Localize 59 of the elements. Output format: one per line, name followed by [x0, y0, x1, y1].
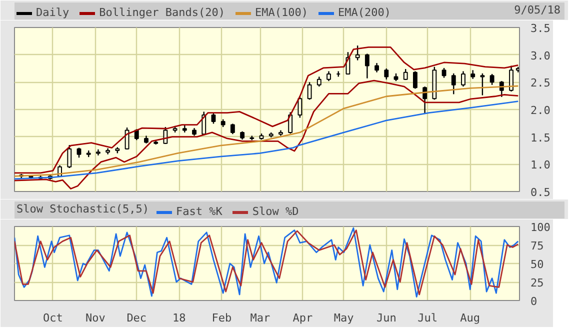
candlestick — [307, 82, 312, 100]
candlestick — [384, 68, 389, 80]
chart-title: Slow Stochastic(5,5) — [16, 202, 149, 216]
y-tick-label: 100 — [530, 221, 550, 234]
candlestick — [509, 65, 514, 92]
y-tick-label: 2.0 — [530, 104, 550, 117]
candlestick — [355, 44, 360, 61]
x-tick-label: Oct — [42, 312, 63, 324]
y-tick-label: 1.5 — [530, 131, 550, 144]
legend-label: Fast %K — [176, 205, 222, 218]
candlestick — [480, 72, 485, 96]
x-tick-label: Apr — [292, 312, 313, 324]
candlestick — [451, 72, 456, 95]
legend-label: Bollinger Bands(20) — [99, 6, 225, 19]
y-tick-label: 2.5 — [530, 76, 550, 90]
candlestick — [374, 62, 379, 73]
line-series — [14, 100, 519, 180]
candlestick — [461, 70, 466, 88]
x-tick-label: Jun — [376, 312, 396, 324]
candlestick — [326, 70, 331, 82]
line-series — [14, 46, 519, 174]
candlestick — [316, 76, 322, 88]
y-tick-label: 0.5 — [530, 186, 550, 199]
y-tick-label: 1.0 — [530, 158, 550, 172]
candlestick — [422, 86, 428, 114]
line-series — [14, 85, 519, 177]
candlestick — [134, 128, 139, 141]
y-tick-label: 3.5 — [530, 22, 550, 35]
candlestick — [288, 112, 293, 134]
x-tick-label: Aug — [460, 312, 480, 324]
candlestick — [412, 70, 418, 90]
x-tick-label: Dec — [126, 312, 147, 324]
candlestick — [67, 144, 72, 169]
x-tick-label: 18 — [172, 312, 186, 324]
candlestick — [364, 53, 370, 79]
y-tick-label: 50 — [530, 258, 544, 271]
x-tick-label: Feb — [212, 312, 232, 324]
candlestick — [163, 126, 168, 145]
line-series — [14, 80, 519, 190]
candlestick — [230, 123, 235, 135]
y-tick-label: 25 — [530, 276, 544, 290]
y-tick-label: 75 — [530, 240, 544, 252]
candlestick — [76, 147, 82, 158]
candlestick — [403, 68, 408, 81]
legend-label: EMA(100) — [254, 6, 308, 19]
x-tick-label: Jul — [418, 312, 438, 324]
x-tick-label: Nov — [86, 312, 106, 324]
candlestick — [490, 73, 494, 86]
candlestick — [211, 112, 216, 124]
y-tick-label: 0 — [530, 295, 538, 308]
x-tick-label: Mar — [250, 312, 270, 324]
legend-label: Slow %D — [252, 205, 299, 218]
text: 9/05/18 — [514, 4, 560, 16]
candlestick — [442, 67, 446, 78]
x-tick-label: May — [334, 312, 354, 324]
candlestick — [298, 95, 302, 118]
y-tick-label: 3.0 — [530, 49, 550, 62]
legend-label: EMA(200) — [338, 6, 391, 19]
legend-label: Daily — [36, 6, 70, 19]
